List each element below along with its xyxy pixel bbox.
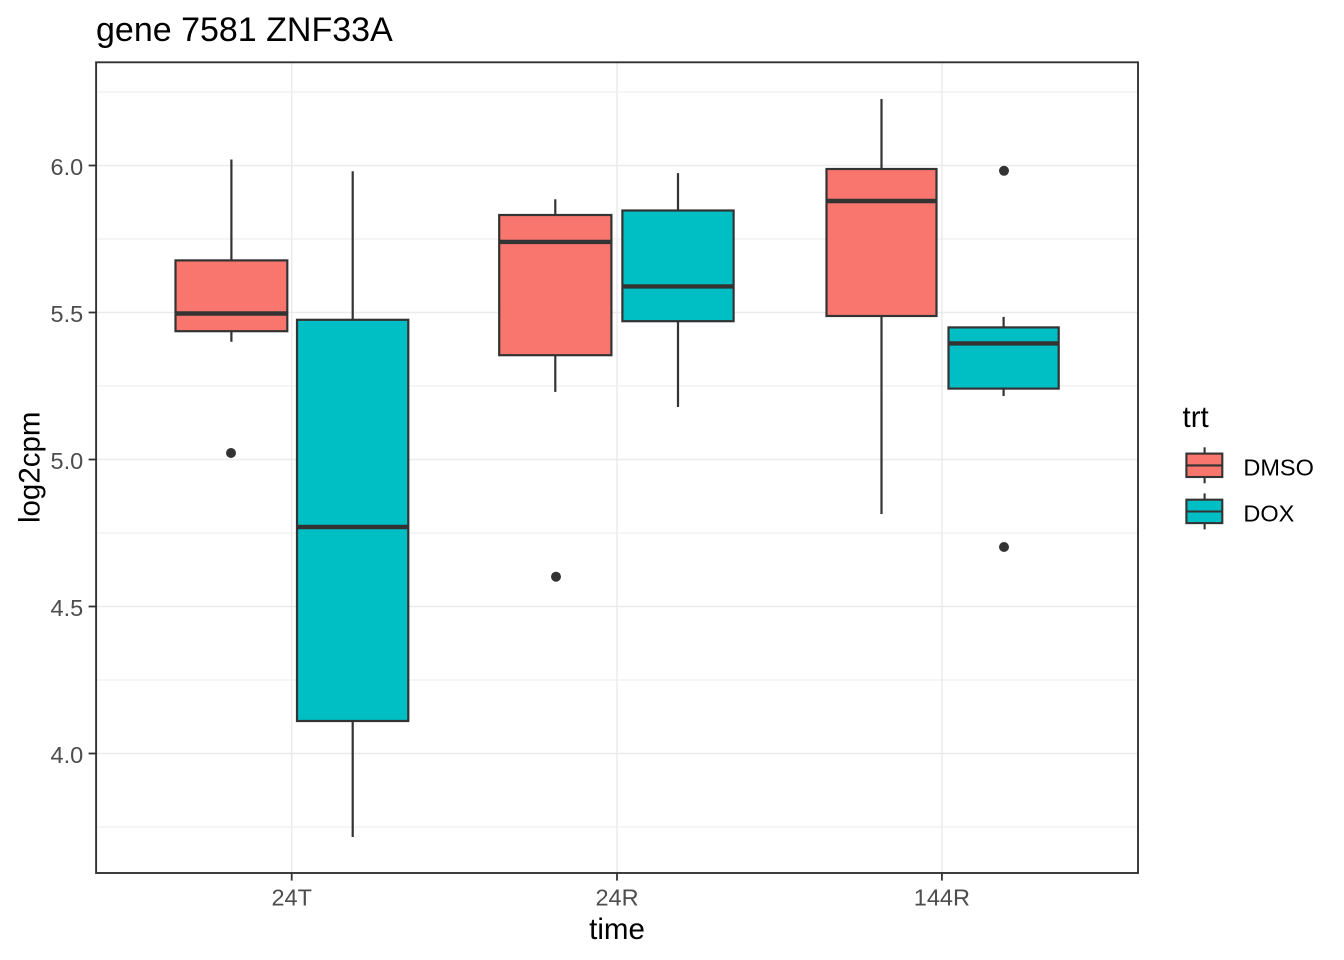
- svg-text:DOX: DOX: [1243, 501, 1294, 527]
- svg-text:4.5: 4.5: [51, 595, 84, 621]
- svg-text:DMSO: DMSO: [1243, 455, 1314, 481]
- svg-text:trt: trt: [1183, 401, 1209, 434]
- svg-text:log2cpm: log2cpm: [14, 412, 47, 524]
- svg-text:gene 7581 ZNF33A: gene 7581 ZNF33A: [96, 11, 393, 49]
- svg-text:5.0: 5.0: [51, 448, 84, 474]
- svg-text:24T: 24T: [271, 885, 312, 911]
- svg-text:6.0: 6.0: [51, 154, 84, 180]
- svg-text:144R: 144R: [914, 885, 970, 911]
- svg-text:24R: 24R: [595, 885, 638, 911]
- svg-text:4.0: 4.0: [51, 742, 84, 768]
- svg-text:time: time: [589, 913, 645, 946]
- svg-text:5.5: 5.5: [51, 301, 84, 327]
